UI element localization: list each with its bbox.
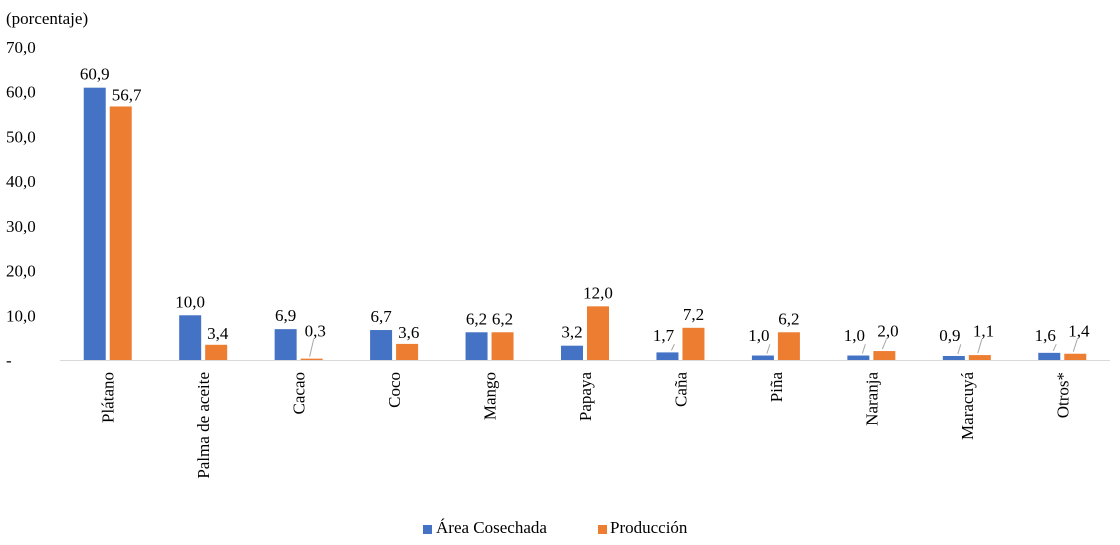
data-label-area-cosechada-naranja: 1,0 — [844, 326, 865, 345]
leader-lines — [309, 339, 1078, 357]
leader-line — [977, 339, 983, 354]
bar-area-cosechada-coco — [370, 330, 393, 360]
bar-produccion-platano — [109, 106, 132, 360]
category-label-maracuya: Maracuyá — [958, 372, 977, 440]
y-axis-ticks: - 10,0 20,0 30,0 40,0 50,0 60,0 70,0 — [6, 38, 36, 370]
data-label-produccion-coco: 3,6 — [398, 323, 419, 342]
data-label-area-cosechada-coco: 6,7 — [370, 307, 392, 326]
bar-area-cosechada-cana — [656, 352, 679, 360]
y-axis-unit-label: (porcentaje) — [6, 9, 88, 28]
category-label-pina: Piña — [767, 372, 786, 403]
bar-produccion-palma-de-aceite — [205, 344, 228, 360]
category-label-papaya: Papaya — [576, 372, 595, 422]
bar-produccion-papaya — [587, 306, 609, 360]
bar-area-cosechada-platano — [83, 87, 106, 360]
bar-area-cosechada-papaya — [561, 345, 583, 360]
bar-produccion-maracuya — [968, 355, 991, 360]
data-label-produccion-maracuya: 1,1 — [973, 321, 994, 340]
legend-swatch-produccion — [598, 525, 607, 534]
bar-produccion-coco — [396, 343, 419, 360]
data-label-area-cosechada-cacao: 6,9 — [275, 306, 296, 325]
data-label-area-cosechada-platano: 60,9 — [80, 65, 110, 84]
category-label-coco: Coco — [385, 372, 404, 408]
leader-line — [1052, 344, 1057, 352]
legend-label-area-cosechada: Área Cosechada — [436, 518, 547, 537]
data-label-area-cosechada-otros: 1,6 — [1035, 326, 1056, 345]
data-label-produccion-cacao: 0,3 — [305, 321, 326, 340]
data-label-produccion-mango: 6,2 — [492, 309, 513, 328]
bar-area-cosechada-naranja — [847, 355, 870, 360]
category-label-platano: Plátano — [99, 372, 118, 423]
data-label-produccion-otros: 1,4 — [1068, 321, 1090, 340]
bar-area-cosechada-pina — [751, 355, 774, 360]
bar-produccion-otros — [1064, 353, 1087, 360]
bars — [83, 87, 1087, 360]
bar-area-cosechada-cacao — [274, 329, 297, 360]
bar-area-cosechada-mango — [465, 332, 488, 360]
y-tick-label: 70,0 — [6, 38, 36, 57]
data-label-produccion-naranja: 2,0 — [877, 321, 898, 340]
bar-produccion-cacao — [300, 358, 323, 360]
data-label-produccion-pina: 6,2 — [778, 309, 799, 328]
data-label-produccion-papaya: 12,0 — [583, 283, 613, 302]
leader-line — [309, 339, 315, 357]
data-label-produccion-cana: 7,2 — [683, 305, 704, 324]
leader-line — [881, 339, 887, 350]
data-label-produccion-palma-de-aceite: 3,4 — [207, 324, 229, 343]
data-label-area-cosechada-papaya: 3,2 — [561, 323, 582, 342]
category-label-mango: Mango — [481, 372, 500, 420]
bar-produccion-naranja — [873, 351, 896, 360]
legend-label-produccion: Producción — [610, 518, 688, 537]
data-label-area-cosechada-cana: 1,7 — [653, 326, 675, 345]
category-label-naranja: Naranja — [862, 372, 881, 426]
category-labels: Plátano Palma de aceite Cacao Coco Mango Papa… — [99, 372, 1073, 479]
leader-line — [957, 344, 962, 355]
bar-produccion-pina — [777, 332, 800, 360]
data-label-area-cosechada-pina: 1,0 — [748, 326, 769, 345]
leader-line — [671, 344, 675, 351]
data-label-area-cosechada-palma-de-aceite: 10,0 — [175, 292, 205, 311]
leader-line — [1072, 339, 1078, 352]
legend: Área Cosechada Producción — [423, 518, 688, 537]
data-label-area-cosechada-mango: 6,2 — [466, 309, 487, 328]
category-label-palma-de-aceite: Palma de aceite — [194, 372, 213, 479]
y-tick-label: 10,0 — [6, 306, 36, 325]
data-label-area-cosechada-maracuya: 0,9 — [939, 326, 960, 345]
leader-line — [861, 344, 866, 354]
bar-area-cosechada-maracuya — [942, 355, 965, 360]
category-label-cacao: Cacao — [290, 372, 309, 414]
y-tick-label: 60,0 — [6, 83, 36, 102]
bar-produccion-mango — [491, 332, 514, 360]
legend-swatch-area-cosechada — [423, 525, 432, 534]
category-label-otros: Otros* — [1053, 372, 1072, 418]
y-tick-label: 20,0 — [6, 262, 36, 281]
data-label-produccion-platano: 56,7 — [112, 85, 142, 104]
category-label-cana: Caña — [671, 372, 690, 407]
bar-produccion-cana — [682, 327, 705, 360]
bar-area-cosechada-palma-de-aceite — [179, 315, 202, 360]
y-tick-label: 50,0 — [6, 127, 36, 146]
y-tick-label: 30,0 — [6, 217, 36, 236]
data-labels: 60,956,7 10,03,4 6,9 0,3 6,7 3,6 6,2 6,2 3,2 12,0… — [80, 65, 1090, 346]
bar-area-cosechada-otros — [1038, 352, 1061, 360]
y-tick-label: 40,0 — [6, 172, 36, 191]
y-tick-label: - — [6, 351, 12, 370]
leader-line — [766, 344, 771, 354]
